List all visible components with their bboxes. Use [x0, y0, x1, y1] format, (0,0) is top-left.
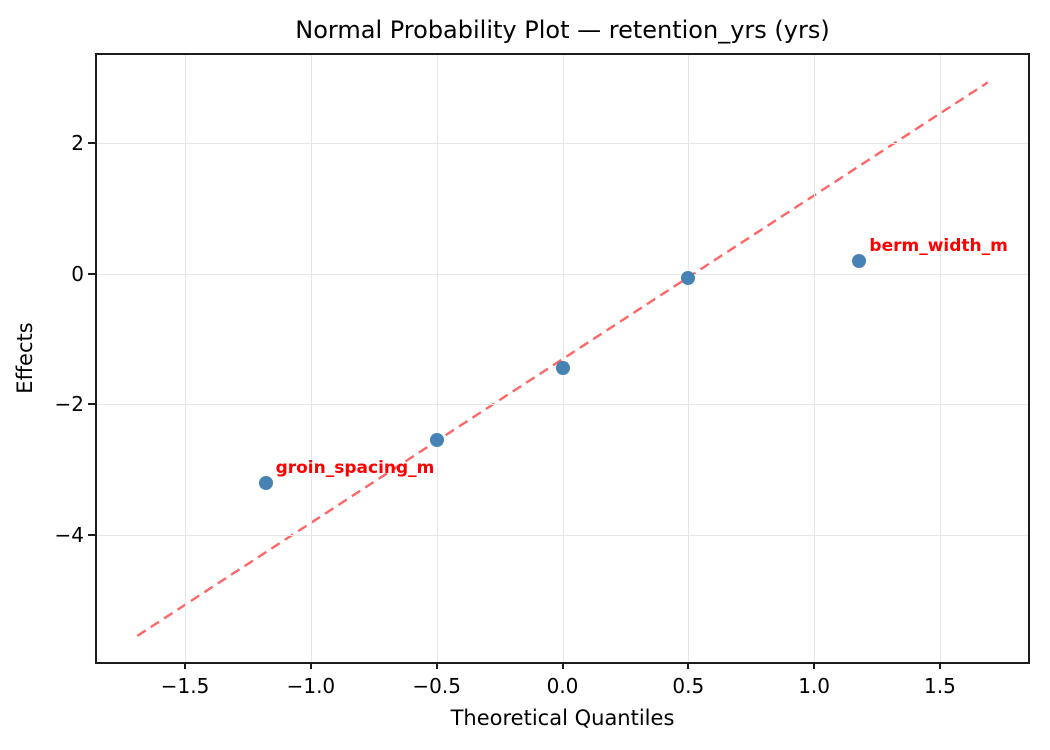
reference-line-svg	[136, 81, 989, 637]
x-tick-mark	[561, 662, 564, 669]
x-tick-label: 0.5	[672, 674, 705, 698]
x-tick-mark	[184, 662, 187, 669]
x-tick-mark	[687, 662, 690, 669]
x-tick-mark	[309, 662, 312, 669]
point-annotation: groin_spacing_m	[275, 458, 435, 479]
gridline-vertical	[814, 55, 816, 662]
y-tick-mark	[88, 142, 95, 145]
x-tick-label: 0.0	[546, 674, 579, 698]
y-tick-label: −4	[54, 522, 84, 547]
data-point	[429, 433, 444, 448]
data-point	[258, 476, 273, 491]
x-tick-label: −0.5	[412, 674, 461, 698]
data-point	[555, 361, 570, 376]
y-tick-mark	[88, 272, 95, 275]
y-axis-label: Effects	[13, 322, 37, 394]
x-tick-mark	[938, 662, 941, 669]
x-tick-label: 1.5	[924, 674, 956, 698]
x-tick-label: −1.5	[160, 674, 210, 698]
point-annotation: berm_width_m	[869, 235, 1008, 256]
reference-dashed-line	[136, 81, 989, 637]
y-tick-mark	[88, 403, 95, 406]
y-tick-label: 0	[71, 261, 84, 286]
x-tick-label: 1.0	[798, 674, 831, 698]
x-axis-label: Theoretical Quantiles	[450, 706, 675, 730]
gridline-vertical	[562, 55, 564, 662]
chart-title: Normal Probability Plot — retention_yrs …	[295, 16, 830, 44]
plot-area: groin_spacing_m berm_width_m	[95, 53, 1030, 664]
y-tick-mark	[88, 533, 95, 536]
x-tick-mark	[813, 662, 816, 669]
data-point	[681, 271, 696, 286]
gridline-vertical	[185, 55, 187, 662]
gridline-vertical	[688, 55, 690, 662]
y-tick-label: 2	[71, 131, 84, 156]
x-tick-label: −1.0	[286, 674, 336, 698]
y-tick-label: −2	[54, 392, 84, 417]
gridline-vertical	[939, 55, 941, 662]
gridline-vertical	[436, 55, 438, 662]
gridline-vertical	[310, 55, 312, 662]
data-point	[852, 253, 867, 268]
x-tick-mark	[435, 662, 438, 669]
